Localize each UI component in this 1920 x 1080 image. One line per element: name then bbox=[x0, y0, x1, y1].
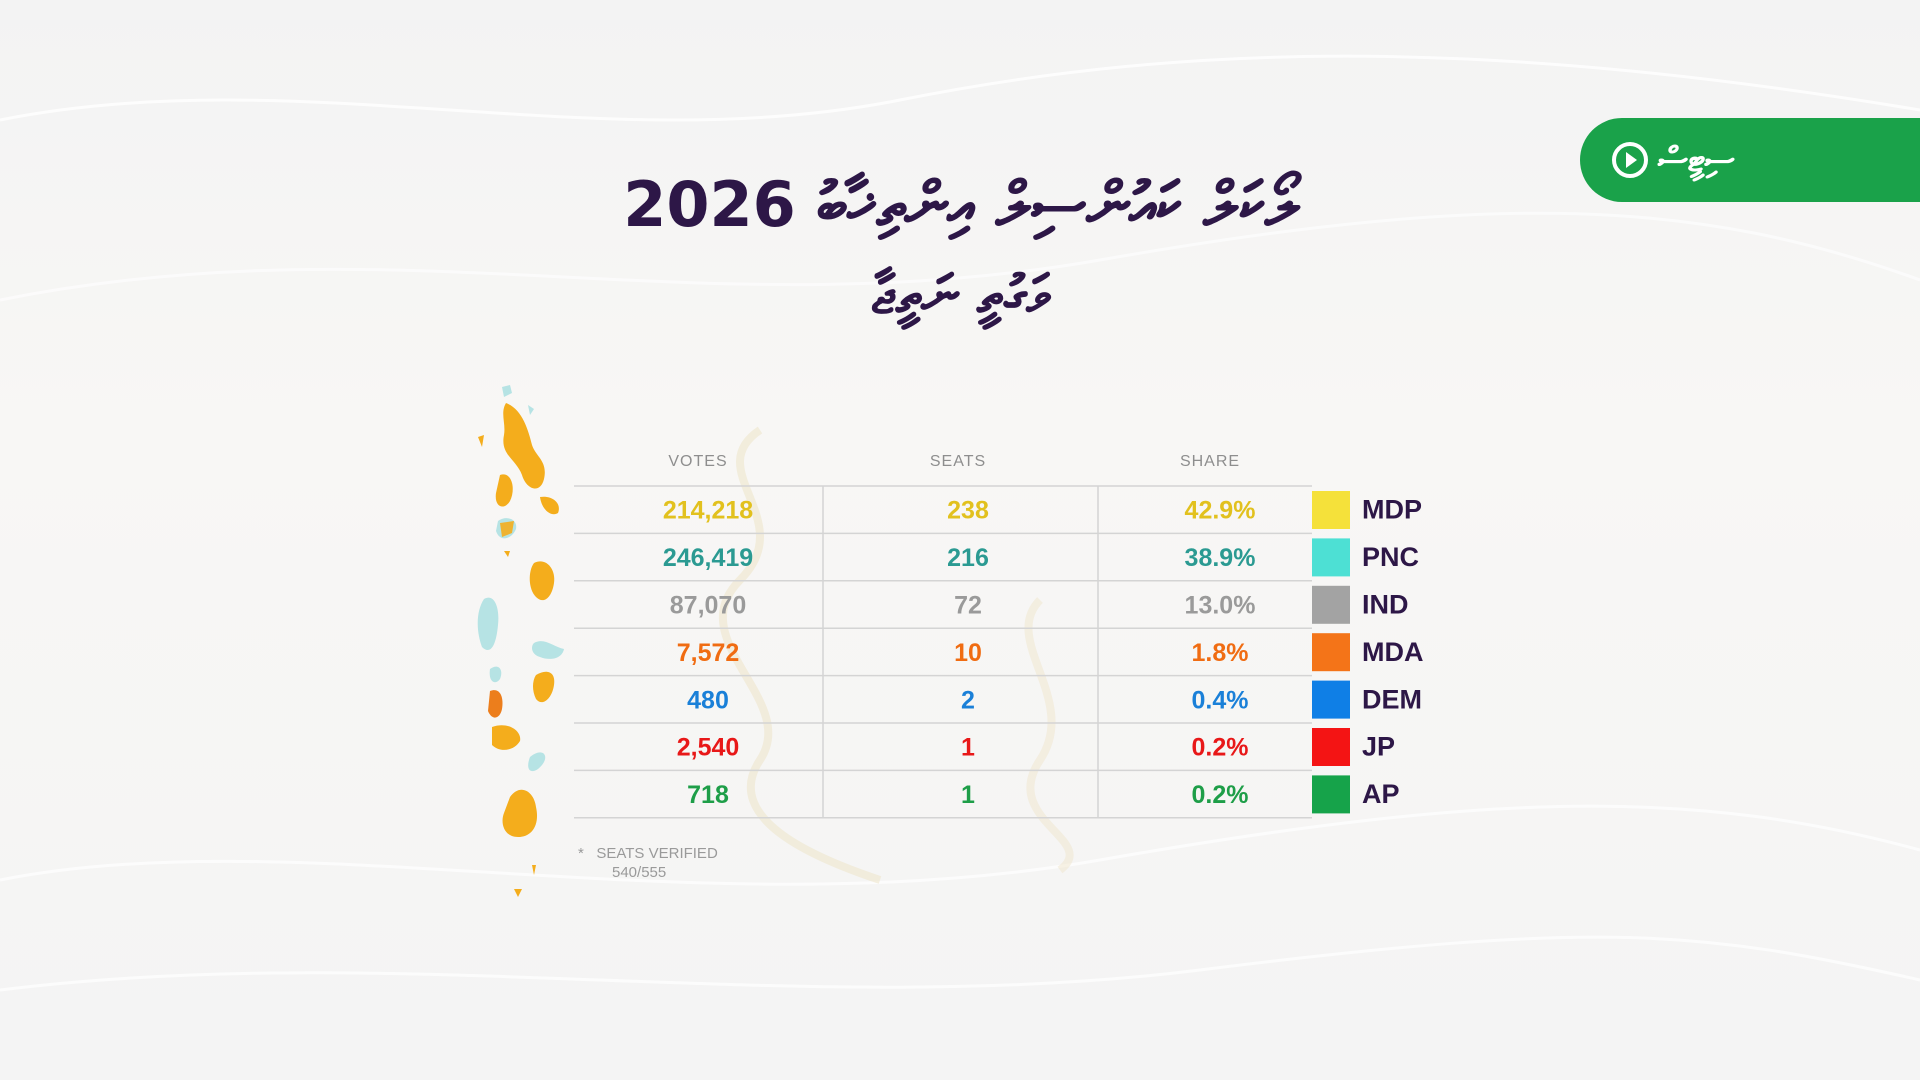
mda-seats-value: 10 bbox=[954, 639, 982, 667]
mdp-share-value: 42.9% bbox=[1185, 497, 1256, 525]
mda-legend-label: MDA bbox=[1362, 637, 1424, 667]
ap-legend-swatch bbox=[1312, 775, 1350, 814]
jp-legend-label: JP bbox=[1362, 732, 1395, 762]
mda-share-value: 1.8% bbox=[1192, 639, 1249, 667]
footnote-marker: * bbox=[578, 845, 584, 862]
ap-share-value: 0.2% bbox=[1192, 781, 1249, 809]
dem-legend-swatch bbox=[1312, 680, 1350, 719]
badge-label: ސިޓީސް bbox=[1658, 140, 1735, 180]
mdp-legend-label: MDP bbox=[1362, 495, 1422, 525]
jp-legend-swatch bbox=[1312, 728, 1350, 766]
footnote-value: 540/555 bbox=[612, 864, 667, 881]
footnote-line-1: * SEATS VERIFIED bbox=[578, 844, 718, 863]
ind-seats-value: 72 bbox=[954, 592, 982, 620]
maldives-map bbox=[477, 385, 564, 897]
page-title: ލޯކަލް ކައުންސިލް އިންތިޚާބު 2026 ވަގުތީ… bbox=[0, 160, 1920, 340]
results-table: VOTES SEATS SHARE 214,218 238 42.9% MDP 246,419… bbox=[574, 453, 1424, 819]
live-badge[interactable]: ސިޓީސް bbox=[1580, 118, 1920, 202]
column-header-share: SHARE bbox=[1180, 453, 1240, 470]
dem-votes-value: 480 bbox=[687, 686, 729, 714]
column-header-votes: VOTES bbox=[668, 453, 727, 470]
mdp-seats-value: 238 bbox=[947, 497, 989, 525]
pnc-legend-label: PNC bbox=[1362, 542, 1419, 572]
ind-share-value: 13.0% bbox=[1185, 592, 1256, 620]
ind-legend-swatch bbox=[1312, 585, 1350, 624]
jp-seats-value: 1 bbox=[961, 734, 975, 762]
mda-votes-value: 7,572 bbox=[677, 639, 740, 667]
dem-share-value: 0.4% bbox=[1192, 686, 1249, 714]
ap-legend-label: AP bbox=[1362, 779, 1400, 809]
pnc-seats-value: 216 bbox=[947, 544, 989, 572]
mdp-legend-swatch bbox=[1312, 491, 1350, 529]
pnc-share-value: 38.9% bbox=[1185, 544, 1256, 572]
dem-seats-value: 2 bbox=[961, 686, 975, 714]
jp-share-value: 0.2% bbox=[1192, 734, 1249, 762]
mda-legend-swatch bbox=[1312, 633, 1350, 672]
footnote-label: SEATS VERIFIED bbox=[596, 845, 718, 862]
ap-seats-value: 1 bbox=[961, 781, 975, 809]
mdp-votes-value: 214,218 bbox=[663, 497, 753, 525]
ap-votes-value: 718 bbox=[687, 781, 729, 809]
jp-votes-value: 2,540 bbox=[677, 734, 740, 762]
pnc-legend-swatch bbox=[1312, 538, 1350, 577]
title-line-1: ލޯކަލް ކައުންސިލް އިންތިޚާބު 2026 bbox=[623, 168, 1297, 241]
ind-legend-label: IND bbox=[1362, 590, 1409, 620]
dem-legend-label: DEM bbox=[1362, 684, 1422, 714]
pnc-votes-value: 246,419 bbox=[663, 544, 753, 572]
ind-votes-value: 87,070 bbox=[670, 592, 746, 620]
title-line-2: ވަގުތީ ނަތީޖާ bbox=[871, 263, 1049, 326]
footnote: * SEATS VERIFIED 540/555 bbox=[578, 844, 718, 882]
column-header-seats: SEATS bbox=[930, 453, 986, 470]
play-circle-icon bbox=[1612, 142, 1648, 178]
